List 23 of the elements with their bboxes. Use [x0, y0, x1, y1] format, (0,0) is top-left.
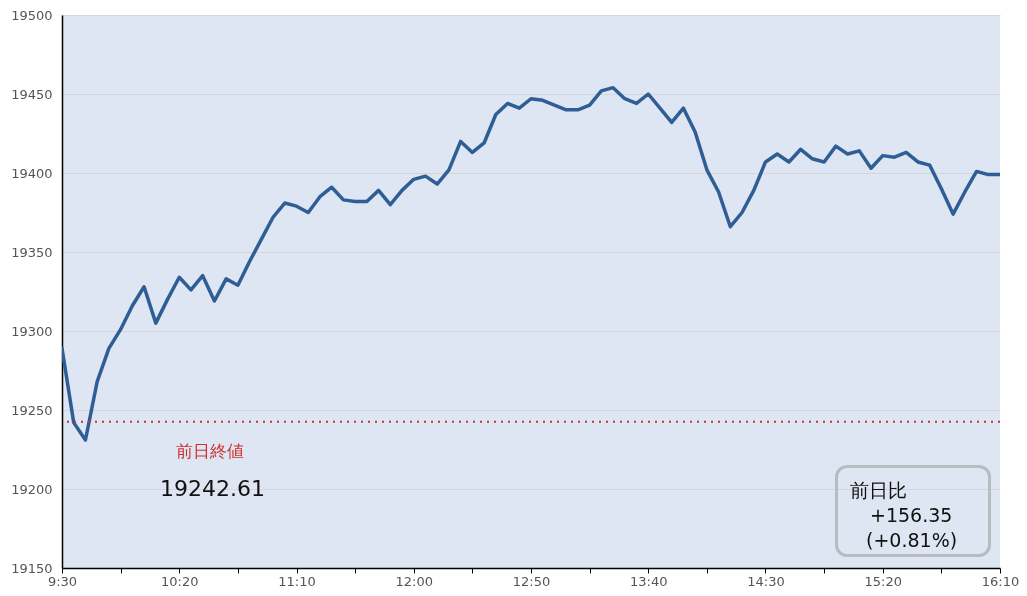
- y-tick-label: 19300: [11, 323, 53, 339]
- x-tick-label: 13:40: [630, 573, 668, 589]
- x-tick-label: 15:20: [864, 573, 902, 589]
- annotation: 前日比: [850, 479, 907, 501]
- y-tick-label: 19200: [11, 481, 53, 497]
- annotation: 19242.61: [160, 476, 265, 501]
- y-tick-label: 19250: [11, 402, 53, 418]
- y-tick-label: 19350: [11, 244, 53, 260]
- y-tick-label: 19150: [11, 560, 53, 576]
- ref-line-label: 前日終値: [176, 440, 244, 461]
- x-tick-label: 14:30: [747, 573, 785, 589]
- x-tick-label: 12:50: [512, 573, 551, 589]
- x-tick-label: 12:00: [395, 573, 433, 589]
- x-tick-label: 10:20: [161, 573, 199, 589]
- line-series: [62, 85, 1000, 442]
- y-tick-label: 19500: [11, 7, 53, 23]
- x-tick-label: 9:30: [47, 573, 78, 589]
- y-tick-label: 19450: [11, 86, 53, 102]
- x-tick-label: 11:10: [278, 573, 316, 589]
- annotation: (+0.81%): [866, 529, 958, 551]
- x-tick-label: 16:10: [981, 573, 1020, 589]
- annotation: +156.35: [870, 504, 953, 526]
- y-tick-label: 19400: [11, 165, 53, 181]
